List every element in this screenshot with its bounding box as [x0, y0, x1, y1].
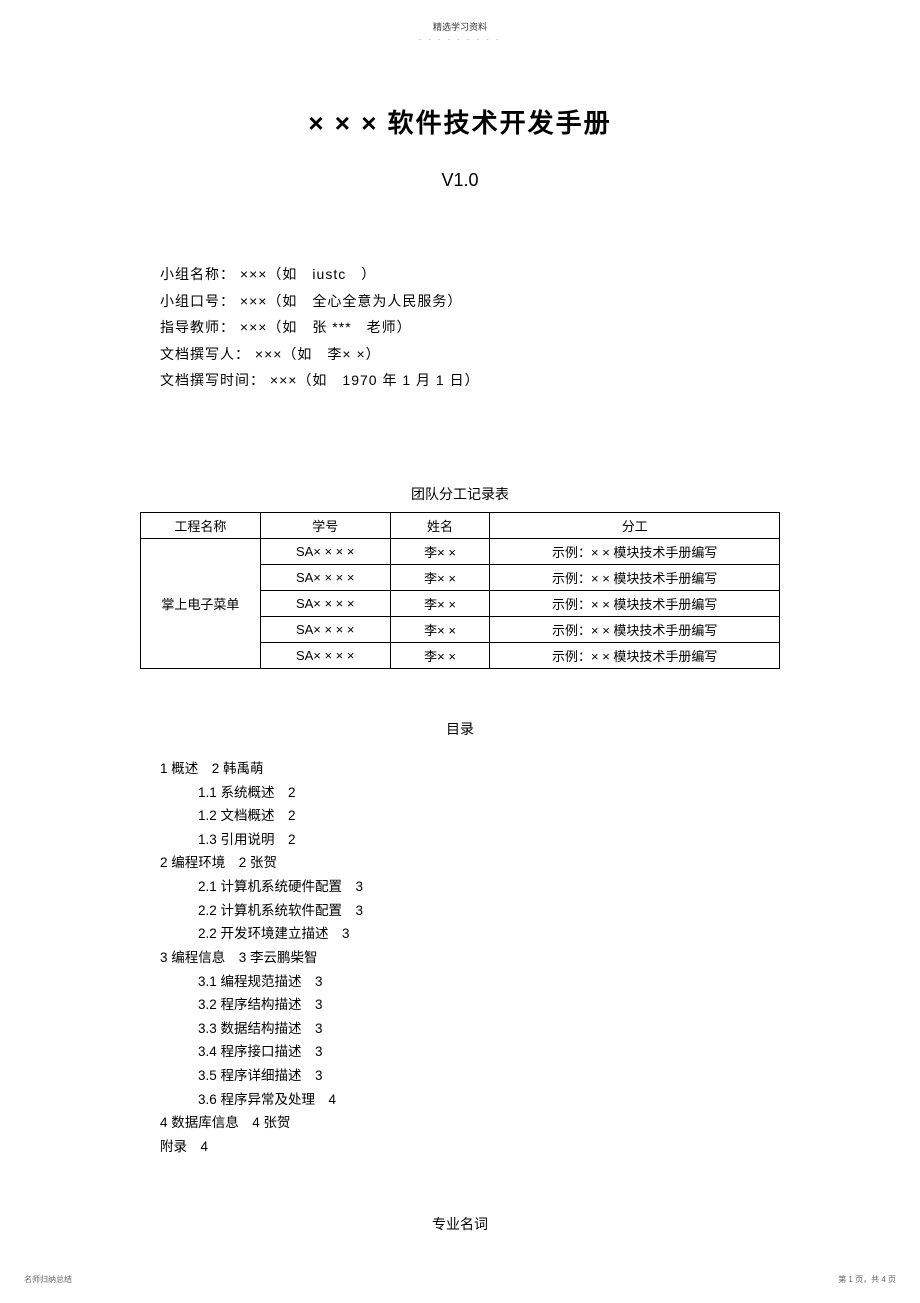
team-name-line: 小组名称： ×××（如 iustc ）	[160, 261, 890, 288]
info-block: 小组名称： ×××（如 iustc ） 小组口号： ×××（如 全心全意为人民服…	[160, 261, 890, 394]
cell-id: SA× × × ×	[260, 564, 390, 590]
author-line: 文档撰写人： ×××（如 李× ×）	[160, 341, 890, 368]
toc-item: 1.3 引用说明 2	[198, 828, 890, 852]
toc-item: 3 编程信息 3 李云鹏柴智	[160, 946, 890, 970]
th-work: 分工	[490, 512, 780, 538]
toc-item: 1.1 系统概述 2	[198, 781, 890, 805]
cell-id: SA× × × ×	[260, 590, 390, 616]
toc-item: 4 数据库信息 4 张贺	[160, 1111, 890, 1135]
th-name: 姓名	[390, 512, 490, 538]
team-slogan-line: 小组口号： ×××（如 全心全意为人民服务）	[160, 288, 890, 315]
section-heading: 专业名词	[30, 1214, 890, 1234]
table-row: 掌上电子菜单 SA× × × × 李× × 示例：× × 模块技术手册编写	[141, 538, 780, 564]
toc-item: 1.2 文档概述 2	[198, 804, 890, 828]
toc-title: 目录	[30, 719, 890, 739]
cell-work: 示例：× × 模块技术手册编写	[490, 538, 780, 564]
date-line: 文档撰写时间： ×××（如 1970 年 1 月 1 日）	[160, 367, 890, 394]
toc-item: 3.5 程序详细描述 3	[198, 1064, 890, 1088]
cell-name: 李× ×	[390, 564, 490, 590]
version-label: V1.0	[30, 170, 890, 191]
toc-item: 2.1 计算机系统硬件配置 3	[198, 875, 890, 899]
main-title: × × × 软件技术开发手册	[30, 103, 890, 140]
toc-item: 1 概述 2 韩禹萌	[160, 757, 890, 781]
advisor-line: 指导教师： ×××（如 张 *** 老师）	[160, 314, 890, 341]
header-small-text: 精选学习资料	[30, 20, 890, 33]
th-id: 学号	[260, 512, 390, 538]
table-header-row: 工程名称 学号 姓名 分工	[141, 512, 780, 538]
cell-id: SA× × × ×	[260, 642, 390, 668]
cell-name: 李× ×	[390, 538, 490, 564]
footer-left: 名师归纳总结	[24, 1274, 72, 1285]
toc-item: 2.2 开发环境建立描述 3	[198, 922, 890, 946]
th-project: 工程名称	[141, 512, 261, 538]
footer-right: 第 1 页，共 4 页	[838, 1274, 896, 1285]
toc-item: 3.6 程序异常及处理 4	[198, 1088, 890, 1112]
cell-name: 李× ×	[390, 642, 490, 668]
cell-project-name: 掌上电子菜单	[141, 538, 261, 668]
toc-item: 3.3 数据结构描述 3	[198, 1017, 890, 1041]
toc-item: 2.2 计算机系统软件配置 3	[198, 899, 890, 923]
toc-item: 3.4 程序接口描述 3	[198, 1040, 890, 1064]
team-table: 工程名称 学号 姓名 分工 掌上电子菜单 SA× × × × 李× × 示例：×…	[140, 512, 780, 669]
toc-item: 3.2 程序结构描述 3	[198, 993, 890, 1017]
header-dots: - - - - - - - - -	[30, 37, 890, 43]
cell-work: 示例：× × 模块技术手册编写	[490, 590, 780, 616]
toc-block: 1 概述 2 韩禹萌 1.1 系统概述 2 1.2 文档概述 2 1.3 引用说…	[160, 757, 890, 1159]
toc-item: 2 编程环境 2 张贺	[160, 851, 890, 875]
cell-name: 李× ×	[390, 616, 490, 642]
cell-work: 示例：× × 模块技术手册编写	[490, 616, 780, 642]
toc-item: 附录 4	[160, 1135, 890, 1159]
cell-name: 李× ×	[390, 590, 490, 616]
toc-item: 3.1 编程规范描述 3	[198, 970, 890, 994]
cell-work: 示例：× × 模块技术手册编写	[490, 642, 780, 668]
cell-id: SA× × × ×	[260, 538, 390, 564]
cell-id: SA× × × ×	[260, 616, 390, 642]
table-title: 团队分工记录表	[30, 484, 890, 504]
cell-work: 示例：× × 模块技术手册编写	[490, 564, 780, 590]
